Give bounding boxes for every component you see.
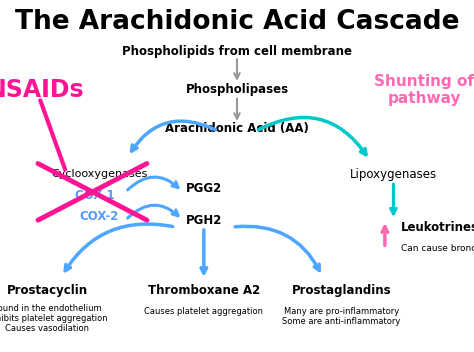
Text: Phospholipases: Phospholipases [185,83,289,96]
Text: PGH2: PGH2 [186,214,222,226]
Text: Found in the endothelium
Inhibits platelet aggregation
Causes vasodilation: Found in the endothelium Inhibits platel… [0,304,107,333]
Text: PGG2: PGG2 [186,182,222,195]
Text: The Arachidonic Acid Cascade: The Arachidonic Acid Cascade [15,9,459,35]
Text: Leukotrines: Leukotrines [401,221,474,233]
Text: Phospholipids from cell membrane: Phospholipids from cell membrane [122,45,352,57]
Text: Prostaglandins: Prostaglandins [292,284,391,297]
Text: Causes platelet aggregation: Causes platelet aggregation [144,307,264,316]
Text: Many are pro-inflammatory
Some are anti-inflammatory: Many are pro-inflammatory Some are anti-… [282,307,401,327]
Text: COX-2: COX-2 [80,210,119,223]
Text: Shunting of
pathway: Shunting of pathway [374,74,474,106]
Text: Thromboxane A2: Thromboxane A2 [148,284,260,297]
Text: Lipoxygenases: Lipoxygenases [350,168,437,181]
Text: NSAIDs: NSAIDs [0,78,84,102]
Text: Prostacyclin: Prostacyclin [7,284,88,297]
Text: Arachidonic Acid (AA): Arachidonic Acid (AA) [165,122,309,135]
Text: COX 1: COX 1 [75,189,115,202]
Text: Cyclooxygenases: Cyclooxygenases [51,169,148,179]
Text: Can cause bronchospasm: Can cause bronchospasm [401,244,474,253]
